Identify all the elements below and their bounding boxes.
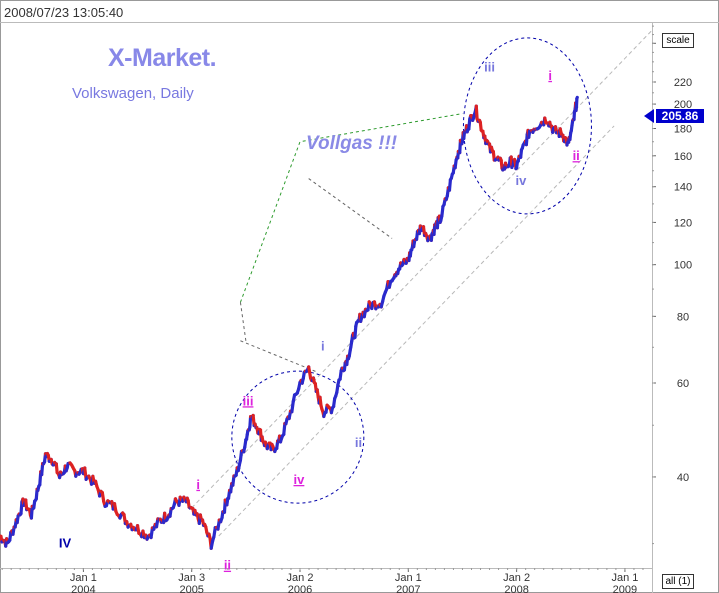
wave-label: ii	[573, 148, 580, 163]
wave-circle-left	[231, 370, 365, 504]
timestamp: 2008/07/23 13:05:40	[4, 5, 124, 20]
y-tick-label: 100	[674, 260, 692, 272]
x-tick-label: Jan 2	[287, 572, 314, 584]
trend-channel-line	[191, 29, 653, 509]
wave-label: ii	[355, 435, 362, 450]
last-price-tag: 205.86	[656, 109, 704, 123]
wave-label: ii	[224, 558, 231, 573]
projection-path-lower	[240, 340, 317, 373]
wave-label: iii	[243, 393, 254, 408]
projection-path-upper	[308, 178, 393, 239]
price-segment	[40, 462, 45, 477]
y-tick-label: 140	[674, 182, 692, 194]
wave-label: iv	[294, 472, 306, 487]
wave-label: i	[548, 68, 552, 83]
y-tick-label: 80	[677, 311, 689, 323]
price-segment	[290, 399, 295, 414]
price-segment	[248, 414, 253, 429]
trend-channel-line	[218, 125, 615, 537]
price-segment	[524, 133, 529, 147]
price-segment	[19, 500, 24, 516]
wave-label: IV	[59, 535, 72, 550]
x-tick-label: Jan 1	[611, 572, 638, 584]
price-segment	[447, 178, 453, 192]
price-segment	[282, 421, 287, 436]
y-tick-label: 160	[674, 151, 692, 163]
y-tick-label: 60	[677, 378, 689, 390]
projection-path-lower	[239, 302, 247, 341]
x-tick-year-label: 2004	[71, 584, 95, 593]
x-tick-year-label: 2009	[613, 584, 637, 593]
last-price-arrow-icon	[644, 109, 654, 123]
wave-label: iv	[516, 173, 528, 188]
x-tick-label: Jan 1	[70, 572, 97, 584]
price-segment	[474, 104, 479, 121]
wave-label: i	[321, 339, 325, 354]
x-tick-year-label: 2005	[179, 584, 203, 593]
x-tick-label: Jan 1	[395, 572, 422, 584]
wave-label: iii	[484, 60, 495, 75]
scale-button[interactable]: scale	[662, 33, 694, 48]
brand-logo-text: X-Market.	[108, 44, 217, 72]
y-tick-label: 220	[674, 77, 692, 89]
all-range-button[interactable]: all (1)	[662, 574, 694, 589]
wave-label: i	[196, 477, 200, 492]
price-segment	[467, 117, 472, 131]
annotation-vollgas: Vollgas !!!	[306, 133, 398, 154]
x-tick-year-label: 2007	[396, 584, 420, 593]
x-tick-year-label: 2006	[288, 584, 312, 593]
chart-subtitle: Volkswagen, Daily	[72, 85, 194, 102]
y-tick-label: 180	[674, 123, 692, 135]
price-segment	[353, 324, 358, 340]
x-tick-year-label: 2008	[504, 584, 528, 593]
y-tick-label: 40	[677, 472, 689, 484]
y-tick-label: 120	[674, 217, 692, 229]
y-tick-label: 200	[674, 99, 692, 111]
x-tick-label: Jan 3	[178, 572, 205, 584]
x-tick-label: Jan 2	[503, 572, 530, 584]
